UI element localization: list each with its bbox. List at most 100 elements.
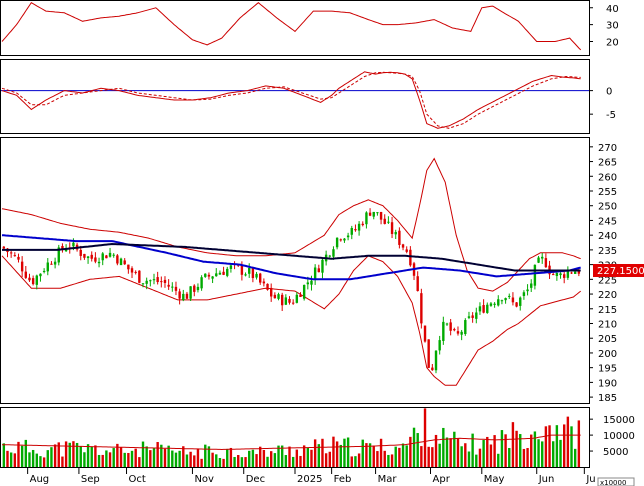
volume-bar (193, 455, 196, 467)
candle-up (478, 306, 482, 312)
volume-bar (215, 454, 218, 467)
volume-bar (39, 456, 42, 467)
volume-bar (321, 438, 324, 467)
candle-up (200, 277, 203, 289)
candle-up (277, 294, 280, 299)
volume-bar (284, 455, 288, 467)
candle-up (215, 273, 218, 277)
volume-bar (383, 450, 386, 467)
candle-up (508, 295, 511, 297)
candle-down (515, 302, 518, 307)
volume-bar (68, 442, 71, 467)
volume-bar (196, 448, 200, 467)
y-tick-label: 185 (598, 393, 617, 404)
candle-up (335, 237, 339, 248)
volume-bar (372, 446, 375, 467)
macd-line (1, 71, 581, 129)
volume-bar (456, 438, 460, 467)
candle-up (555, 272, 559, 277)
volume-bar (361, 439, 364, 467)
volume-bar (97, 454, 101, 467)
candle-down (354, 229, 357, 231)
volume-bar (335, 441, 339, 467)
candle-up (255, 273, 258, 278)
volume-bar (350, 456, 353, 467)
candle-down (20, 261, 24, 272)
candle-down (482, 305, 485, 313)
candle-down (390, 222, 394, 234)
volume-bar (123, 452, 126, 467)
bollinger-lower-band (1, 255, 582, 386)
y-tick-label: 20 (606, 38, 619, 49)
price-plot (1, 157, 582, 386)
candle-down (251, 267, 255, 279)
volume-bar (328, 451, 331, 467)
month-axis: Aug Sep Oct Nov Dec 2025 Feb Mar Apr May Jun Ju (27, 467, 596, 485)
price-panel (0, 137, 590, 404)
candle-up (141, 283, 145, 285)
volume-bar (35, 453, 38, 467)
y-tick-label: 30 (606, 21, 619, 32)
volume-bar (222, 458, 225, 467)
month-label: Mar (378, 474, 398, 485)
volume-bar (570, 426, 573, 467)
volume-bar (555, 425, 559, 467)
candle-down (361, 223, 364, 226)
volume-bar (134, 448, 137, 467)
candle-down (262, 281, 266, 284)
candle-down (552, 274, 555, 276)
volume-average-line (2, 434, 581, 451)
volume-bar (552, 441, 555, 467)
volume-bar (306, 447, 310, 467)
macd-signal-line (1, 71, 581, 129)
candle-down (24, 271, 28, 278)
candle-down (167, 284, 170, 287)
volume-bar (346, 437, 350, 467)
candle-down (240, 264, 244, 275)
candle-up (346, 235, 350, 238)
volume-bar (156, 442, 159, 467)
volume-bar (207, 446, 211, 467)
moving-average-long (2, 242, 581, 272)
candle-up (394, 232, 397, 235)
volume-bar (317, 444, 321, 467)
candle-up (475, 312, 478, 319)
candle-up (350, 227, 353, 235)
candle-up (97, 261, 101, 264)
volume-bar (291, 456, 295, 467)
volume-bar (259, 446, 262, 467)
last-price-label: 227.1500 (597, 266, 644, 277)
candle-down (9, 252, 13, 254)
candle-up (211, 276, 214, 279)
volume-bar (478, 448, 482, 467)
y-tick-label: 260 (598, 172, 617, 183)
candle-down (416, 276, 419, 292)
candle-down (423, 325, 427, 342)
volume-bar (379, 438, 383, 467)
volume-bar (244, 457, 247, 467)
candle-down (17, 256, 20, 260)
candle-up (284, 297, 288, 305)
candle-down (431, 367, 434, 371)
candle-down (50, 263, 53, 265)
candle-down (453, 329, 456, 331)
candle-down (266, 283, 269, 290)
candle-down (427, 339, 430, 368)
candle-down (134, 271, 137, 273)
candle-down (299, 294, 302, 297)
volume-bar (438, 443, 441, 467)
volume-bar (145, 446, 148, 467)
candle-down (123, 260, 126, 265)
candle-up (226, 268, 229, 276)
candle-up (460, 331, 463, 335)
volume-bar (152, 448, 156, 467)
volume-bar (566, 416, 570, 467)
volume-bar (160, 444, 163, 467)
month-label: Sep (81, 474, 100, 485)
volume-bar (526, 448, 529, 467)
volume-bar (57, 442, 60, 467)
candle-down (31, 278, 35, 285)
candle-up (533, 264, 537, 286)
volume-bar (482, 439, 485, 467)
candle-up (442, 321, 445, 341)
